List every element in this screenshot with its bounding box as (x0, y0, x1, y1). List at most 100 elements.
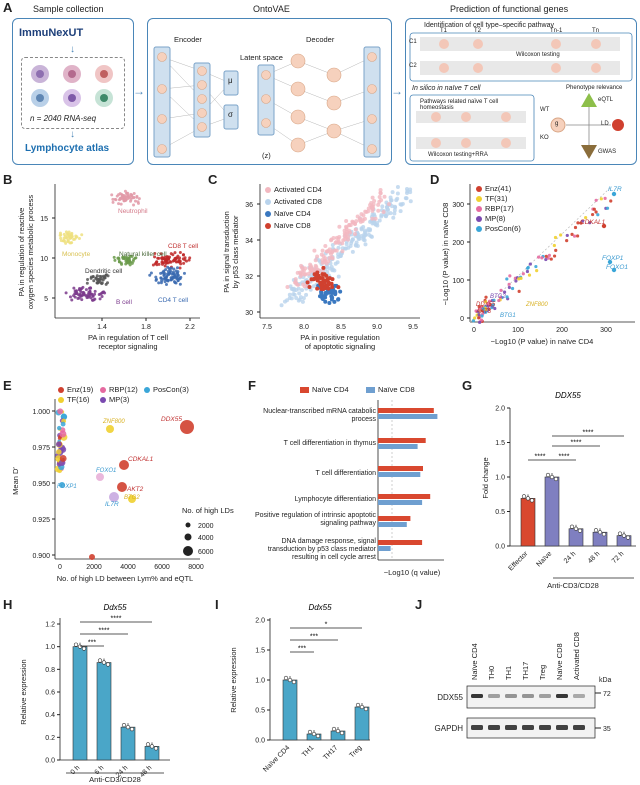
e-legend-poscon: PosCon(3) (144, 385, 189, 394)
c-point-activated-cd4 (359, 212, 364, 217)
c-point-activated-cd4 (372, 199, 377, 204)
d-xtick-0: 0 (472, 327, 476, 334)
e-point (56, 425, 62, 431)
c-point-activated-cd8 (390, 190, 395, 195)
b-point (92, 279, 96, 283)
c-point-activated-cd4 (308, 264, 313, 269)
b-xtick-1: 1.8 (141, 324, 151, 331)
e-gene-btg2: BTG2 (124, 495, 140, 501)
b-point (69, 241, 73, 245)
j-lane-label: Naïve CD8 (555, 643, 564, 680)
y-tick-label: 2.0 (495, 406, 505, 413)
replicate-point (287, 677, 293, 683)
b-point (159, 252, 163, 256)
d-point (484, 295, 488, 299)
c-point-activated-cd4 (337, 224, 342, 229)
b-ylabel-line1: PA in regulation of reactive (17, 208, 26, 297)
b-point (73, 295, 77, 299)
x-category-label: Naïve CD4 (262, 744, 291, 773)
c-xlabel-line1: PA in positive regulation (300, 333, 380, 342)
panel-j-blot: Naïve CD4 TH0 TH1 TH17 Treg Naïve CD8 Activate… (435, 632, 612, 739)
b-point (173, 275, 177, 279)
c-point-naive-cd8 (321, 287, 326, 292)
replicate-point (597, 530, 603, 535)
wilcoxon-rra-label: Wilcoxon testing+RRA (428, 152, 488, 158)
d-point (473, 316, 477, 320)
d-point (528, 262, 532, 266)
b-point (118, 192, 122, 196)
e-point (60, 421, 66, 427)
d-point (514, 279, 518, 283)
c-xtick-0: 7.5 (262, 324, 272, 331)
y-tick-label: 0.6 (45, 690, 55, 697)
d-point (486, 302, 490, 306)
ko-label: KO (540, 135, 549, 141)
c-point-activated-cd4 (344, 224, 349, 229)
b-point (117, 260, 121, 264)
x-category-label: 72 h (611, 550, 626, 565)
c-point-naive-cd8 (315, 273, 320, 278)
panel-label-i: I (215, 597, 219, 612)
e-gene-point (96, 473, 104, 481)
d-point (552, 243, 556, 248)
y-tick-label: 0.5 (495, 509, 505, 516)
b-point (179, 262, 183, 266)
g-xgroup: Anti-CD3/CD28 (547, 581, 599, 590)
b-point (128, 263, 132, 267)
c-point-activated-cd4 (295, 270, 300, 275)
sig-stars: **** (571, 440, 582, 447)
replicate-point (569, 524, 575, 529)
sig-stars: **** (111, 616, 122, 623)
j-ddx55-label: DDX55 (437, 693, 463, 702)
prediction-diagram (409, 32, 633, 162)
e-gene-point (109, 492, 119, 502)
c-point-naive-cd4 (333, 290, 338, 295)
e-point (57, 408, 64, 415)
b-point (72, 286, 76, 290)
mu-label: μ (228, 76, 233, 85)
replicate-point (355, 702, 361, 708)
panel-f-bars: −Log10 (q value) (377, 400, 444, 577)
d-point (481, 307, 485, 311)
replicate-point (359, 704, 365, 710)
b-point (165, 259, 169, 263)
c-ylabel-line1: PA in signal transduction (222, 211, 231, 293)
d-point (572, 234, 577, 238)
d-point (565, 239, 569, 243)
x-category-label: Naïve (536, 550, 554, 568)
d-point (508, 274, 512, 278)
b-point (67, 230, 71, 234)
d-point (553, 235, 558, 240)
c-point-activated-cd4 (336, 236, 341, 241)
b-point (106, 274, 110, 278)
panel-label-g: G (462, 378, 473, 393)
c-point-activated-cd4 (370, 195, 375, 200)
b-point (174, 269, 178, 273)
c-point-naive-cd4 (332, 299, 337, 304)
c-point-naive-cd8 (321, 265, 326, 270)
b-point (136, 200, 140, 204)
d-point (521, 272, 525, 276)
b-point (100, 294, 104, 298)
f-bar-cd8 (378, 500, 423, 505)
i-ylabel: Relative expression (229, 647, 238, 712)
b-point (111, 200, 115, 204)
j-band-gapdh (488, 725, 500, 730)
cell-types-box: n = 2040 RNA-seq (21, 57, 125, 129)
panel-label-c: C (208, 172, 218, 187)
d-point (590, 212, 595, 217)
c-ylabel-line2: by p53 class mediator (231, 215, 240, 288)
j-lane-label: TH17 (521, 662, 530, 680)
h-title: Ddx55 (103, 603, 127, 612)
e-legend-tf: TF(16) (58, 395, 90, 404)
y-tick-label: 1.0 (45, 644, 55, 651)
j-band-ddx55 (573, 694, 585, 698)
f-bar-cd8 (378, 444, 418, 449)
j-72-marker: 72 (603, 691, 611, 698)
c-point-naive-cd8 (318, 281, 323, 286)
d-point (594, 198, 598, 202)
b-point (168, 259, 172, 263)
c-point-activated-cd8 (304, 292, 309, 297)
d-point (537, 255, 541, 259)
d-legend-enz: Enz(41) (476, 184, 511, 193)
